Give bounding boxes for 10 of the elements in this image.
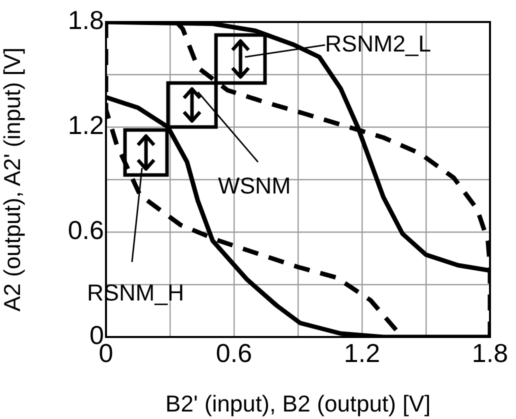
y-tick-label: 0.6 (68, 215, 104, 246)
x-tick-label: 1.8 (472, 338, 508, 368)
annotation: WSNM (218, 172, 291, 198)
x-tick-label: 0.6 (216, 338, 252, 368)
x-tick-label: 1.2 (344, 338, 380, 368)
y-tick-label: 1.8 (68, 5, 104, 36)
y-tick-label: 1.2 (68, 110, 104, 140)
y-axis-title: A2 (output), A2' (input) [V] (0, 48, 26, 312)
annotation: RSNM2_L (325, 30, 432, 56)
x-axis-title: B2' (input), B2 (output) [V] (165, 390, 431, 417)
